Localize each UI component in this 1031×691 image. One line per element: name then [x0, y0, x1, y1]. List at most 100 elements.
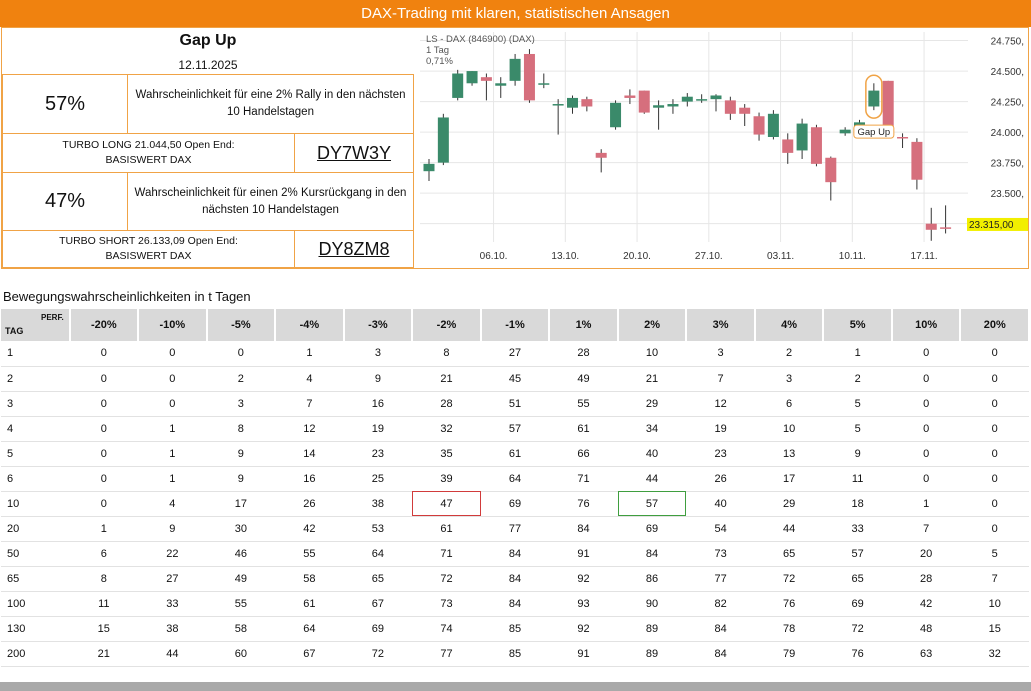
probability-cell: 64 — [343, 541, 413, 567]
probability-cell: 9 — [206, 466, 276, 492]
probability-cell: 64 — [275, 616, 344, 642]
probability-cell: 29 — [754, 491, 824, 517]
probability-cell: 38 — [343, 491, 413, 517]
probability-cell: 85 — [480, 641, 550, 667]
short-description: Wahrscheinlichkeit für einen 2% Kursrück… — [127, 172, 414, 231]
probability-cell: 7 — [960, 566, 1029, 592]
probability-cell: 10 — [754, 416, 824, 442]
probability-cell: 78 — [754, 616, 824, 642]
candle — [567, 95, 578, 114]
probability-cell: 46 — [206, 541, 276, 567]
probability-cell: 42 — [275, 516, 344, 542]
probability-cell: 66 — [549, 441, 618, 467]
probability-cell: 76 — [549, 491, 618, 517]
candle — [423, 158, 435, 181]
y-tick-label: 24.000, — [991, 128, 1024, 139]
column-header: -2% — [412, 309, 482, 341]
candle-body — [724, 100, 736, 114]
probability-cell: 21 — [617, 366, 687, 392]
probability-cell: 40 — [617, 441, 687, 467]
row-tag-cell: 1 — [1, 341, 70, 367]
probability-cell: 12 — [686, 391, 755, 417]
probability-cell: 73 — [686, 541, 755, 567]
x-tick-label: 27.10. — [695, 251, 723, 262]
probability-cell: 9 — [823, 441, 892, 467]
probability-cell: 65 — [823, 566, 892, 592]
long-product-line1: TURBO LONG 21.044,50 Open End: — [62, 139, 235, 151]
probability-cell: 91 — [549, 541, 618, 567]
probability-cell: 65 — [343, 566, 413, 592]
probability-cell: 67 — [275, 641, 344, 667]
probability-cell: 38 — [138, 616, 207, 642]
long-product-code-link[interactable]: DY7W3Y — [294, 133, 414, 173]
probability-cell: 0 — [960, 341, 1029, 367]
probability-cell: 58 — [275, 566, 344, 592]
probability-cell: 0 — [960, 516, 1029, 542]
probability-cell: 21 — [412, 366, 481, 392]
candle-body — [653, 105, 665, 108]
probability-cell: 0 — [69, 466, 139, 492]
column-header: 3% — [686, 309, 756, 341]
short-probability: 47% — [2, 172, 128, 231]
gap-up-annotation: Gap Up — [857, 127, 890, 138]
column-header: -10% — [138, 309, 208, 341]
probability-table: PERF. TAG -20% -10% -5% -4% -3% -2% -1% 1% 2% 3% 4… — [1, 309, 1030, 667]
probability-cell: 0 — [138, 341, 207, 367]
x-tick-label: 06.10. — [480, 251, 508, 262]
probability-cell: 0 — [891, 366, 961, 392]
probability-cell: 0 — [69, 441, 139, 467]
x-tick-label: 17.11. — [911, 251, 938, 262]
table-row: 100 11 33 55 61 67 73 84 93 90 82 76 69 42 10 — [1, 591, 1029, 617]
candle-body — [595, 152, 607, 158]
probability-cell: 3 — [686, 341, 755, 367]
probability-cell: 6 — [69, 541, 139, 567]
probability-cell: 11 — [823, 466, 892, 492]
candle — [480, 73, 492, 101]
probability-cell: 26 — [686, 466, 755, 492]
candle-body — [437, 117, 449, 163]
table-row: 1 0 0 0 1 3 8 27 28 10 3 2 1 0 0 — [1, 341, 1029, 367]
probability-cell: 55 — [549, 391, 618, 417]
candle-body — [882, 80, 894, 135]
probability-cell: 40 — [686, 491, 755, 517]
probability-cell: 18 — [823, 491, 892, 517]
candle — [925, 207, 937, 241]
probability-cell: 0 — [960, 416, 1029, 442]
probability-cell: 60 — [206, 641, 276, 667]
candle-body — [466, 71, 478, 84]
column-header: -5% — [206, 309, 277, 341]
last-price-label: 23.315,00 — [969, 220, 1014, 231]
probability-cell: 44 — [617, 466, 687, 492]
candle — [653, 100, 665, 130]
probability-cell: 84 — [686, 616, 755, 642]
probability-cell: 72 — [412, 566, 481, 592]
row-tag-cell: 5 — [1, 441, 70, 467]
candle-body — [667, 104, 679, 107]
footer-bar — [0, 682, 1031, 691]
candle-body — [696, 99, 708, 101]
probability-cell: 0 — [960, 366, 1029, 392]
y-tick-label: 24.250, — [991, 98, 1024, 109]
short-product-code-link[interactable]: DY8ZM8 — [294, 230, 414, 268]
candle-body — [940, 227, 952, 229]
probability-cell: 61 — [480, 441, 550, 467]
probability-cell: 39 — [412, 466, 481, 492]
probability-cell: 27 — [138, 566, 207, 592]
candle — [753, 112, 765, 141]
row-tag-cell: 50 — [1, 541, 70, 567]
probability-cell: 25 — [343, 466, 413, 492]
row-tag-cell: 65 — [1, 566, 70, 592]
candle-body — [782, 139, 794, 153]
long-description: Wahrscheinlichkeit für eine 2% Rally in … — [127, 74, 414, 134]
probability-cell: 33 — [823, 516, 892, 542]
probability-cell: 77 — [686, 566, 755, 592]
probability-cell: 90 — [617, 591, 687, 617]
candle-body — [839, 129, 851, 134]
candle-body — [581, 99, 593, 107]
probability-cell: 1 — [275, 341, 344, 367]
gap-up-highlight — [865, 74, 883, 119]
table-row: 6 0 1 9 16 25 39 64 71 44 26 17 11 0 0 — [1, 466, 1029, 492]
probability-cell: 33 — [138, 591, 207, 617]
signal-info: Gap Up 12.11.2025 57% Wahrscheinlichkeit… — [2, 28, 414, 268]
probability-cell: 30 — [206, 516, 276, 542]
